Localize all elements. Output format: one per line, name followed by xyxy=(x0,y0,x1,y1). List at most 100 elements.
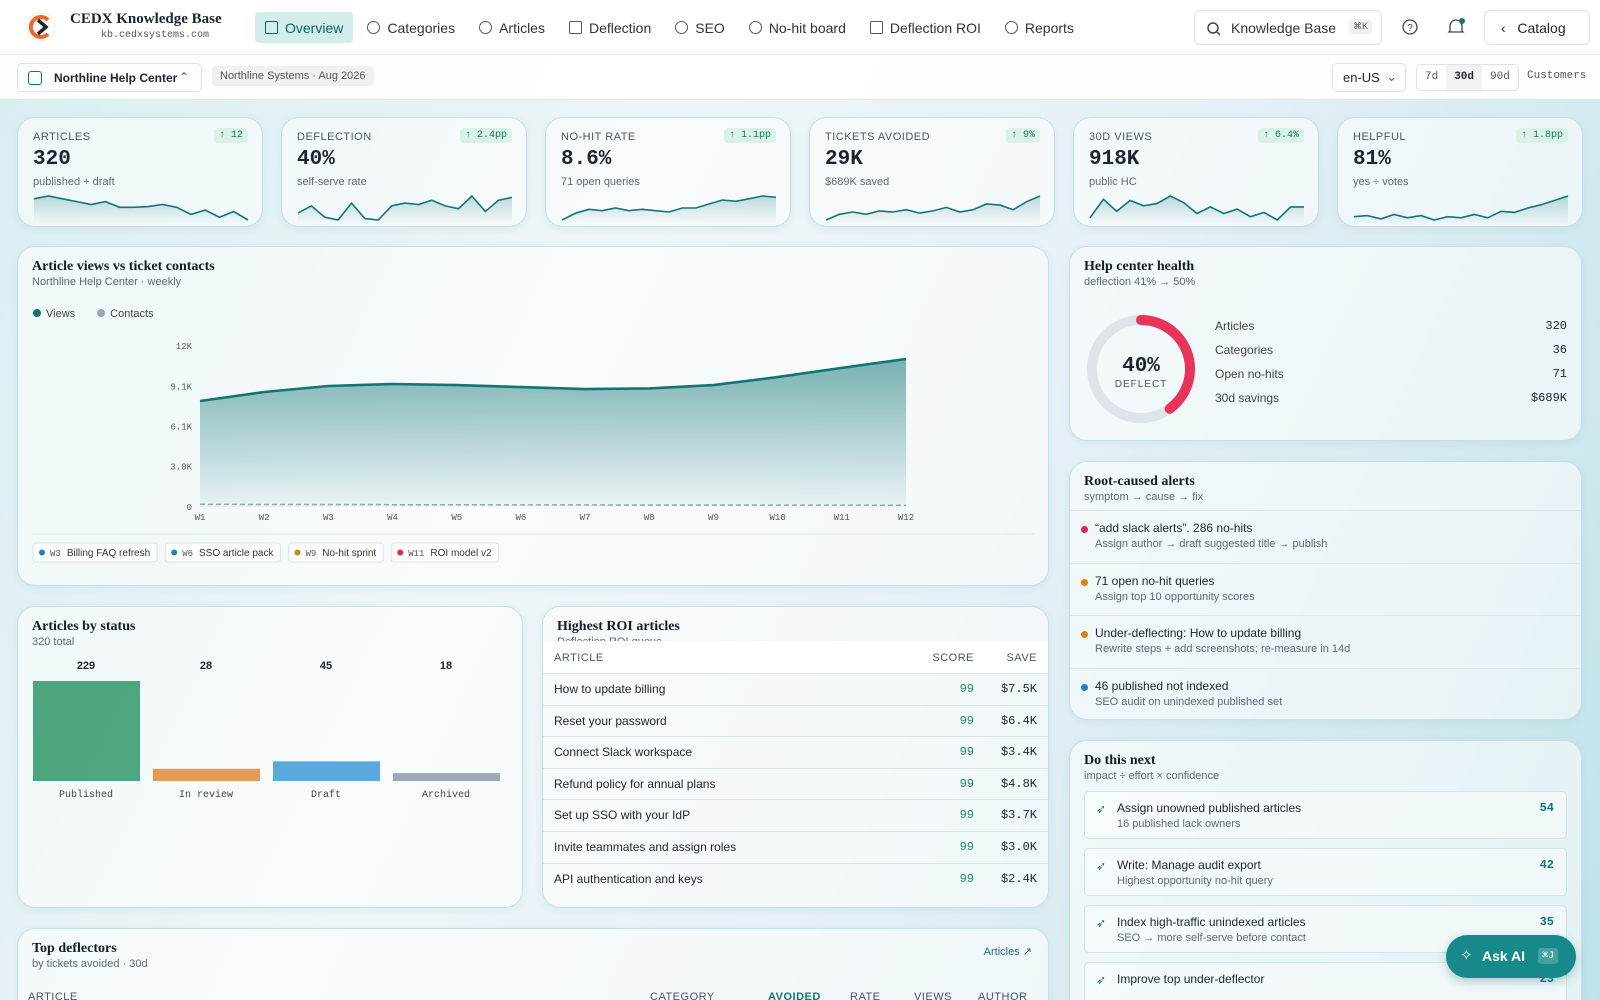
panel-subtitle: symptom → cause → fix xyxy=(1084,491,1204,503)
locale-select[interactable]: en-US ⌄ xyxy=(1332,63,1406,92)
center-select[interactable]: Northline Help Center ⌃ xyxy=(17,63,202,92)
kpi-label: DEFLECTION xyxy=(297,131,372,143)
chart: Views Contacts 0 3.0K 6.1K 9.1K 12K W1 W2 W3 W4 W5 W… xyxy=(32,308,1034,563)
bar-value: 18 xyxy=(440,660,452,672)
chip-dot xyxy=(39,549,45,556)
audience[interactable]: Customers xyxy=(1527,70,1587,82)
legend-swatch xyxy=(97,309,106,317)
bar-category: Published xyxy=(59,789,113,801)
action-sub: Highest opportunity no-hit query xyxy=(1117,875,1273,887)
bar-category: In review xyxy=(179,789,233,801)
x-tick-label: W2 xyxy=(259,513,270,523)
nav-item[interactable]: Reports xyxy=(995,12,1084,43)
sparkline-line xyxy=(297,194,513,221)
cell-article: Refund policy for annual plans xyxy=(554,776,716,791)
nav-item[interactable]: Deflection xyxy=(559,12,661,43)
stat-value: $689K xyxy=(1530,391,1567,405)
range-option[interactable]: 7d xyxy=(1425,71,1439,83)
nav-icon xyxy=(675,21,689,34)
rocket-icon: ➶ xyxy=(1096,802,1107,816)
x-tick-label: W11 xyxy=(834,513,850,523)
kpi-sub: $689K saved xyxy=(825,176,890,188)
column-header: ARTICLE xyxy=(554,652,604,664)
kpi-delta: ↑ 2.4pp xyxy=(459,128,512,143)
nav-item[interactable]: Articles xyxy=(469,12,555,43)
column-header: SCORE xyxy=(932,652,974,664)
sparkline-area xyxy=(562,196,776,224)
nav-item[interactable]: Deflection ROI xyxy=(860,12,991,43)
help-icon[interactable]: ? xyxy=(1402,19,1418,35)
legend-label: Contacts xyxy=(110,308,154,320)
notifications-icon[interactable] xyxy=(1446,17,1466,37)
donut-caption: DEFLECT xyxy=(1115,379,1168,390)
sparkline-area xyxy=(1090,196,1304,224)
cell-score: 99 xyxy=(959,776,974,791)
deflectors-link[interactable]: Articles ↗ xyxy=(983,946,1032,958)
kpi-card: 30D VIEWS ↑ 6.4% 918K public HC xyxy=(1073,117,1319,227)
column-header: ARTICLE xyxy=(28,991,78,1000)
table-row xyxy=(543,862,1048,895)
ask-ai-shortcut: ⌘J xyxy=(1538,948,1559,964)
nav-item[interactable]: No-hit board xyxy=(739,12,856,43)
annotation-chip: W9 No-hit sprint xyxy=(287,542,384,563)
sparkle-icon: ✧ xyxy=(1460,947,1473,964)
action-score: 35 xyxy=(1539,915,1554,929)
kpi-value: 40% xyxy=(297,148,335,171)
svg-text:?: ? xyxy=(1407,23,1413,34)
alert-title: 71 open no-hit queries xyxy=(1095,573,1215,588)
action-item[interactable]: ➶ Write: Manage audit export Highest oppor… xyxy=(1084,848,1567,896)
cell-save: $4.8K xyxy=(1000,776,1037,791)
bar-value: 28 xyxy=(200,660,212,672)
table-row xyxy=(543,673,1048,705)
alerts-panel: Root-caused alerts symptom → cause → fix… xyxy=(1069,461,1582,720)
chip-dot xyxy=(397,549,404,556)
range-option[interactable]: 90d xyxy=(1490,71,1510,83)
kpi-value: 81% xyxy=(1353,148,1391,171)
kpi-delta: ↑ 9% xyxy=(1005,128,1040,143)
nav-label: No-hit board xyxy=(768,19,846,36)
kpi-delta: ↑ 1.1pp xyxy=(723,128,776,143)
x-tick-label: W5 xyxy=(451,513,462,523)
sparkline xyxy=(825,195,1041,224)
panel-title: Articles by status xyxy=(32,619,136,634)
nav-label: Categories xyxy=(387,19,456,36)
kpi-sub: published + draft xyxy=(33,176,115,188)
nav-item[interactable]: Categories xyxy=(357,12,465,43)
action-sub: SEO → more self-serve before contact xyxy=(1117,932,1306,944)
nav-item[interactable]: Overview xyxy=(255,12,354,43)
action-title: Write: Manage audit export xyxy=(1117,858,1261,872)
stat-label: 30d savings xyxy=(1215,391,1280,405)
ask-ai-button[interactable]: ✧ Ask AI ⌘J xyxy=(1446,935,1576,978)
cell-article: Invite teammates and assign roles xyxy=(554,840,737,854)
bar-value: 229 xyxy=(77,660,95,672)
catalog-button[interactable]: ‹ Catalog xyxy=(1484,10,1590,45)
search-box[interactable]: Knowledge Base ⌘K xyxy=(1194,10,1382,45)
alert-sub: Assign top 10 opportunity scores xyxy=(1095,590,1255,603)
kpi-sub: 71 open queries xyxy=(561,176,640,188)
cell-save: $3.4K xyxy=(1000,745,1037,760)
nav-label: Deflection xyxy=(588,19,652,36)
action-item[interactable]: ➶ Assign unowned published articles 16 pub… xyxy=(1084,791,1567,839)
health-panel: Help center health deflection 41% → 50% … xyxy=(1069,246,1582,441)
x-tick-label: W4 xyxy=(387,513,398,523)
x-tick-label: W9 xyxy=(708,513,719,523)
chip-week: W3 xyxy=(50,549,61,559)
nav-item[interactable]: SEO xyxy=(665,12,735,43)
sparkline-line xyxy=(1089,195,1304,221)
brand-title: CEDX Knowledge Base xyxy=(70,11,222,27)
table-header xyxy=(543,641,1048,673)
nav-icon xyxy=(568,21,582,34)
bar-category: Archived xyxy=(422,789,470,801)
range-option[interactable]: 30d xyxy=(1446,65,1483,90)
kpi-value: 918K xyxy=(1089,148,1140,171)
chip-bg xyxy=(164,542,281,563)
x-tick-label: W3 xyxy=(323,513,334,523)
nav-icon xyxy=(869,21,883,34)
sparkline-area xyxy=(34,196,248,224)
sparkline-area xyxy=(1354,196,1568,224)
chip-bg xyxy=(32,542,158,563)
alert-sub: Assign author → draft suggested title → … xyxy=(1095,538,1328,550)
y-tick-label: 12K xyxy=(176,342,193,352)
catalog-label: Catalog xyxy=(1517,20,1566,36)
